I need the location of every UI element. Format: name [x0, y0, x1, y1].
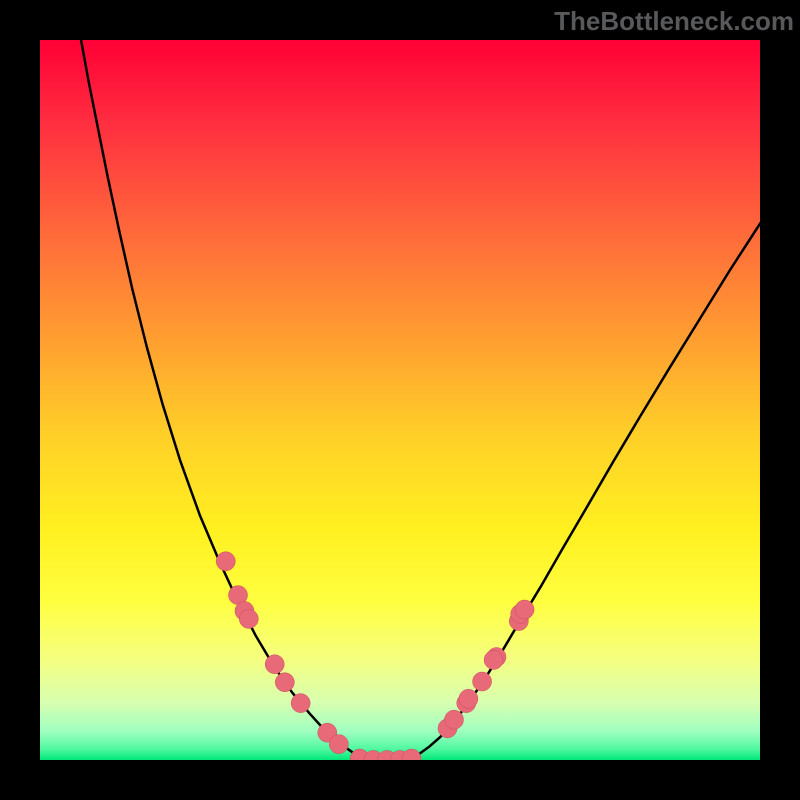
data-marker: [515, 600, 534, 619]
data-marker: [445, 710, 464, 729]
data-marker: [239, 609, 258, 628]
watermark-text: TheBottleneck.com: [554, 6, 794, 37]
data-marker: [329, 735, 348, 754]
data-marker: [275, 673, 294, 692]
bottleneck-curve-chart: [40, 40, 760, 760]
data-marker: [291, 694, 310, 713]
data-marker: [484, 650, 503, 669]
data-marker: [265, 655, 284, 674]
data-marker: [459, 689, 478, 708]
data-marker: [216, 552, 235, 571]
chart-frame: TheBottleneck.com: [0, 0, 800, 800]
data-marker: [473, 672, 492, 691]
gradient-background: [40, 40, 760, 760]
